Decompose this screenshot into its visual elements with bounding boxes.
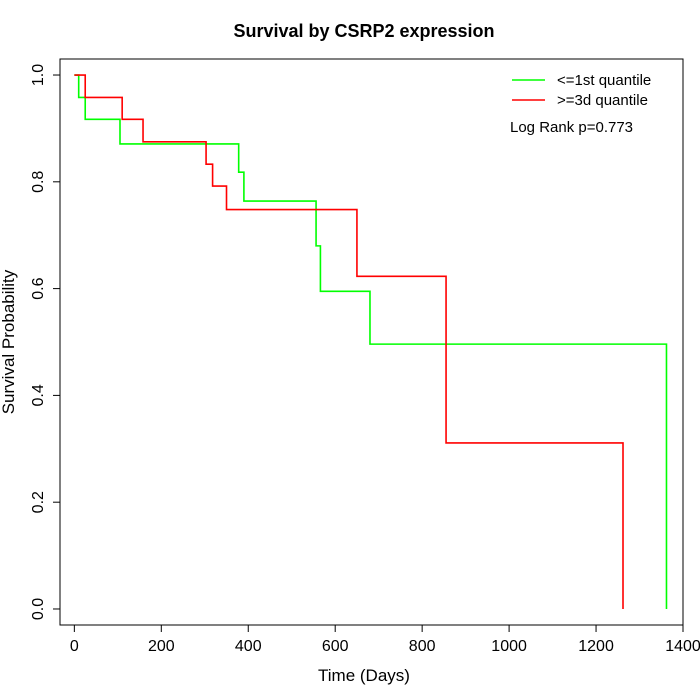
y-tick-label: 0.2: [30, 491, 47, 513]
y-tick-label: 0.8: [30, 171, 47, 193]
x-tick-label: 1400: [665, 638, 700, 655]
x-axis: 0 200 400 600 800 1000 1200 1400: [70, 624, 700, 655]
y-axis-label: Survival Probability: [0, 269, 18, 414]
y-tick-label: 0.6: [30, 277, 47, 299]
x-tick-label: 1200: [578, 638, 614, 655]
chart-title: Survival by CSRP2 expression: [233, 21, 494, 41]
y-tick-label: 0.4: [30, 384, 47, 406]
x-tick-label: 600: [322, 638, 349, 655]
y-tick-label: 0.0: [30, 598, 47, 620]
series-line-2: [74, 74, 624, 609]
log-rank-annotation: Log Rank p=0.773: [510, 119, 633, 136]
x-tick-label: 0: [70, 638, 79, 655]
legend-label-2: >=3d quantile: [557, 92, 648, 109]
survival-curves: [74, 74, 668, 609]
x-axis-label: Time (Days): [318, 666, 410, 685]
x-tick-label: 400: [235, 638, 262, 655]
x-tick-label: 800: [409, 638, 436, 655]
x-tick-label: 200: [148, 638, 175, 655]
legend: <=1st quantile >=3d quantile: [512, 72, 651, 109]
y-tick-label: 1.0: [30, 64, 47, 86]
x-tick-label: 1000: [491, 638, 527, 655]
legend-label-1: <=1st quantile: [557, 72, 651, 89]
y-axis: 0.0 0.2 0.4 0.6 0.8 1.0: [30, 64, 61, 620]
